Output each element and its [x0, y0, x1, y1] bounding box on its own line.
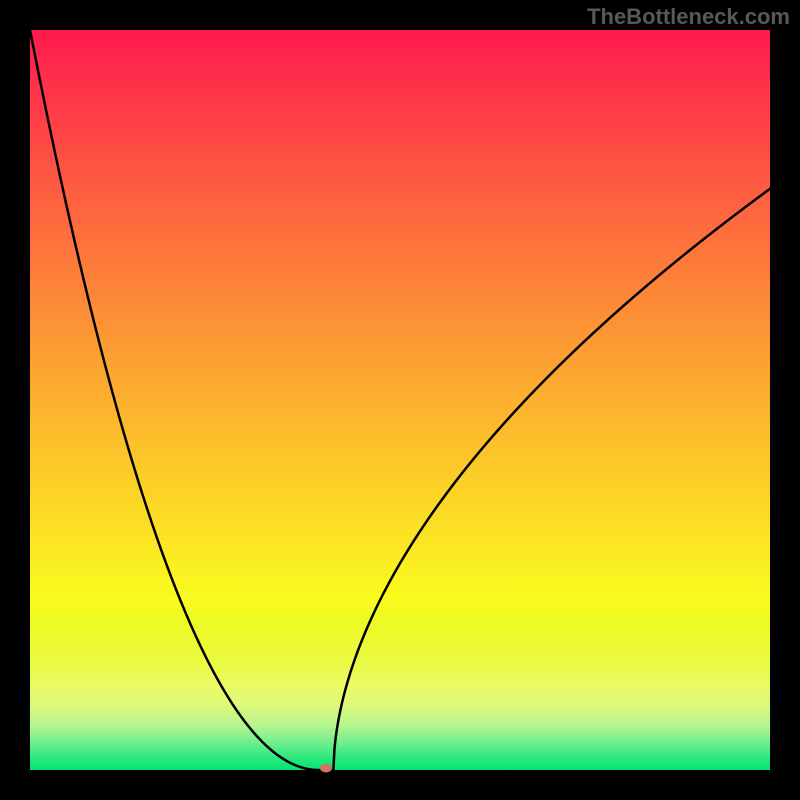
chart-svg — [0, 0, 800, 800]
plot-background — [30, 30, 770, 770]
watermark-text: TheBottleneck.com — [587, 4, 790, 30]
bottleneck-chart: TheBottleneck.com — [0, 0, 800, 800]
minimum-marker — [320, 764, 332, 773]
